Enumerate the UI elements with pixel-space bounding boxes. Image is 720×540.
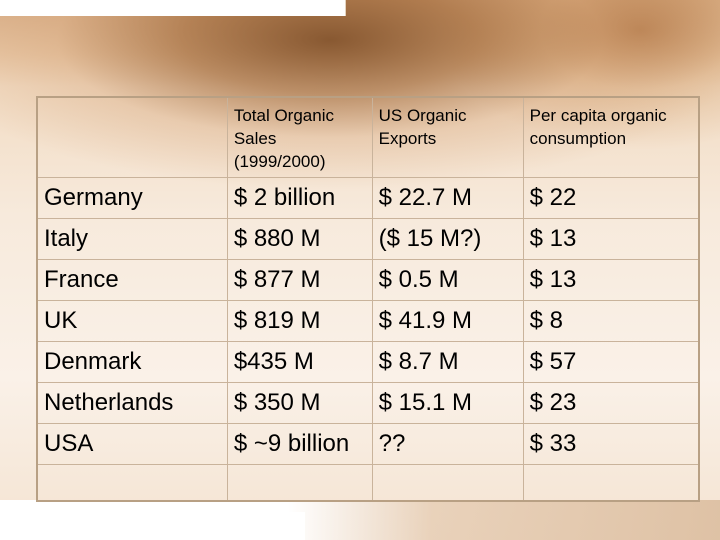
sales-cell: $ 819 M xyxy=(226,299,373,342)
per-capita-cell: $ 13 xyxy=(522,217,700,260)
empty-cell xyxy=(226,463,373,502)
sales-cell: $ 2 billion xyxy=(226,176,373,219)
country-cell: France xyxy=(36,258,228,301)
exports-cell: $ 41.9 M xyxy=(371,299,524,342)
country-cell: UK xyxy=(36,299,228,342)
exports-cell: ($ 15 M?) xyxy=(371,217,524,260)
empty-cell xyxy=(36,463,228,502)
top-white-panel xyxy=(0,0,346,16)
sales-cell: $ 880 M xyxy=(226,217,373,260)
exports-cell: $ 15.1 M xyxy=(371,381,524,424)
header-cell-per-capita: Per capita organic consumption xyxy=(522,96,700,178)
organic-data-table: Total Organic Sales (1999/2000) US Organ… xyxy=(36,96,700,502)
sales-cell: $ ~9 billion xyxy=(226,422,373,465)
table-header-row: Total Organic Sales (1999/2000) US Organ… xyxy=(36,96,700,178)
country-cell: Netherlands xyxy=(36,381,228,424)
table-row: France $ 877 M $ 0.5 M $ 13 xyxy=(36,258,700,301)
per-capita-cell: $ 33 xyxy=(522,422,700,465)
table-row: Germany $ 2 billion $ 22.7 M $ 22 xyxy=(36,176,700,219)
header-cell-us-exports: US Organic Exports xyxy=(371,96,524,178)
table-row: UK $ 819 M $ 41.9 M $ 8 xyxy=(36,299,700,342)
table-empty-row xyxy=(36,463,700,502)
table-row: Denmark $435 M $ 8.7 M $ 57 xyxy=(36,340,700,383)
header-cell-total-sales: Total Organic Sales (1999/2000) xyxy=(226,96,373,178)
empty-cell xyxy=(522,463,700,502)
table-row: USA $ ~9 billion ?? $ 33 xyxy=(36,422,700,465)
country-cell: USA xyxy=(36,422,228,465)
sales-cell: $ 350 M xyxy=(226,381,373,424)
country-cell: Denmark xyxy=(36,340,228,383)
per-capita-cell: $ 13 xyxy=(522,258,700,301)
per-capita-cell: $ 57 xyxy=(522,340,700,383)
header-cell-country xyxy=(36,96,228,178)
table-row: Netherlands $ 350 M $ 15.1 M $ 23 xyxy=(36,381,700,424)
footer-notch xyxy=(0,512,305,540)
sales-cell: $ 877 M xyxy=(226,258,373,301)
per-capita-cell: $ 22 xyxy=(522,176,700,219)
exports-cell: $ 0.5 M xyxy=(371,258,524,301)
country-cell: Italy xyxy=(36,217,228,260)
exports-cell: $ 22.7 M xyxy=(371,176,524,219)
empty-cell xyxy=(371,463,524,502)
per-capita-cell: $ 23 xyxy=(522,381,700,424)
per-capita-cell: $ 8 xyxy=(522,299,700,342)
country-cell: Germany xyxy=(36,176,228,219)
exports-cell: $ 8.7 M xyxy=(371,340,524,383)
table-row: Italy $ 880 M ($ 15 M?) $ 13 xyxy=(36,217,700,260)
exports-cell: ?? xyxy=(371,422,524,465)
sales-cell: $435 M xyxy=(226,340,373,383)
